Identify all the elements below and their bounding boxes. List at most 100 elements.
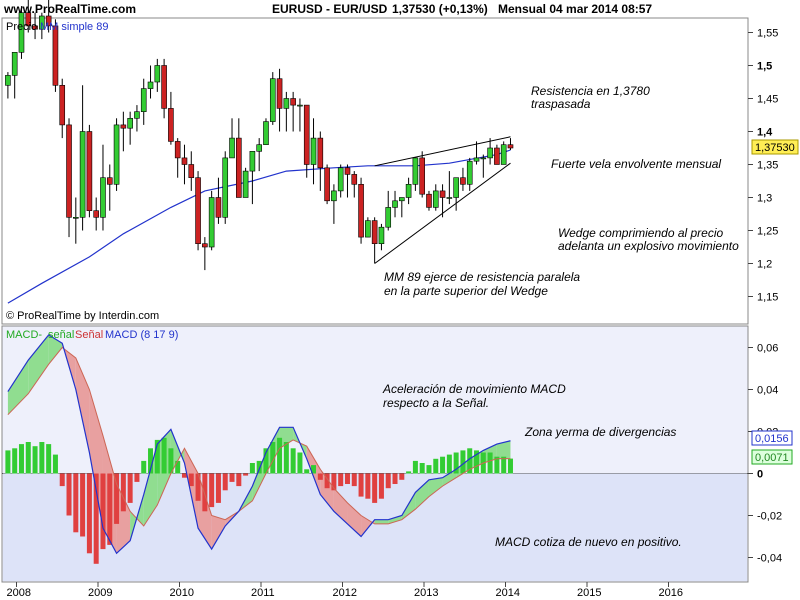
candle-body [263,121,269,145]
candle-body [405,184,412,198]
candle-body [66,124,72,218]
legend-senal-label: señal [48,329,74,341]
macd-histogram-bar [215,473,221,503]
annot-resistencia-2: traspasada [531,97,591,111]
legend-ma: MM simple 89 [40,21,108,33]
x-tick-label: 2014 [496,587,520,599]
macd-histogram-bar [290,448,296,474]
legend-senal: Señal [75,329,103,341]
macd-signal-fill [252,452,266,501]
candle-body [106,177,113,185]
period-date: Mensual 04 mar 2014 08:57 [498,2,653,16]
candle-body [500,144,507,165]
macd-histogram-bar [406,471,412,474]
macd-histogram-bar [59,473,65,487]
macd-histogram-bar [446,454,452,474]
annot-zona: Zona yerma de divergencias [524,425,676,439]
candle-body [392,200,398,208]
macd-signal-fill [116,484,131,554]
macd-histogram-bar [385,473,391,489]
macd-histogram-bar [236,473,242,487]
candle-body [86,131,93,211]
macd-signal-fill [89,389,103,529]
macd-histogram-bar [365,473,371,499]
candle-body [25,12,32,27]
annot-acel-2: respecto a la Señal. [383,396,489,410]
candle-body [32,25,38,30]
candle-body [351,174,358,185]
macd-histogram-bar [419,463,425,474]
macd-histogram-bar [25,442,31,474]
candle-body [507,144,514,149]
candle-body [140,88,147,112]
candle-body [412,157,419,185]
candle-body [331,190,337,202]
macd-signal-fill [333,488,348,524]
candle-body [11,51,18,76]
candle-body [324,167,330,202]
macd-histogram-bar [141,460,147,474]
candle-body [208,197,215,248]
macd-signal-fill [415,479,429,510]
candle-body [161,65,167,109]
candle-body [446,197,453,199]
macd-signal-fill [28,334,49,394]
candle-body [195,177,201,244]
candle-body [378,226,385,244]
copyright: © ProRealTime by Interdin.com [6,310,159,322]
annot-mm-2: en la parte superior del Wedge [384,284,548,298]
candle-body [297,104,303,107]
macd-histogram-bar [501,456,507,474]
x-tick-label: 2015 [577,587,601,599]
macd-histogram-bar [460,450,466,474]
macd-histogram-bar [311,465,317,474]
candle-body [79,131,86,218]
macd-histogram-bar [378,473,384,499]
price-y-label: 1,5 [757,61,772,73]
candle-body [365,220,371,238]
macd-histogram-bar [372,473,378,503]
macd-histogram-bar [507,458,513,474]
macd-signal-fill [211,515,226,550]
candle-body [93,210,99,218]
price-y-label: 1,4 [757,127,773,139]
candle-body [371,220,378,245]
macd-histogram-bar [148,448,154,474]
site-title[interactable]: www.ProRealTime.com [4,2,137,16]
candle-body [317,137,324,169]
macd-histogram-bar [453,452,459,474]
x-tick-label: 2008 [7,587,31,599]
candle-body [487,147,493,159]
macd-histogram-bar [80,473,86,537]
macd-histogram-bar [5,450,11,474]
macd-histogram-bar [127,473,133,503]
candle-body [100,177,106,218]
macd-histogram-bar [412,460,418,474]
candle-body [460,177,466,185]
macd-histogram-bar [12,448,18,474]
macd-y-label: 0,06 [757,343,778,355]
macd-value-box [751,430,793,446]
candle-body [147,81,154,89]
macd-histogram-bar [331,473,337,491]
price-y-label: 1,55 [757,28,778,40]
candle-body [399,197,405,202]
price-y-label: 1,15 [757,292,778,304]
candle-body [154,65,161,83]
macd-histogram-bar [324,473,330,489]
macd-histogram-bar [175,460,181,474]
macd-histogram-bar [18,444,24,474]
macd-signal-fill [170,429,185,474]
x-tick-label: 2009 [88,587,112,599]
signal-value-label: 0,0071 [755,452,789,464]
annot-wedge-1: Wedge comprimiendo al precio [558,226,724,240]
wedge-lower-line [374,162,511,264]
macd-histogram-bar [202,473,208,512]
legend-macd: MACD (8 17 9) [105,329,178,341]
price-y-label: 1,35 [757,160,778,172]
macd-histogram-bar [283,442,289,474]
macd-histogram-bar [297,452,303,474]
candle-body [120,124,127,129]
price-panel [1,17,749,325]
candle-body [5,75,11,86]
